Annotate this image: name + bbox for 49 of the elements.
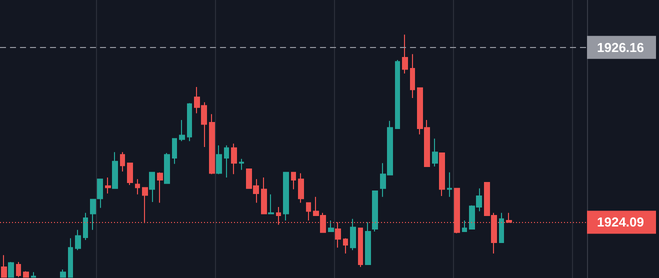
candlestick bbox=[350, 218, 356, 251]
candlestick bbox=[239, 158, 244, 170]
candlestick bbox=[261, 176, 267, 214]
candlestick bbox=[395, 59, 400, 129]
candlestick bbox=[83, 212, 88, 240]
candlestick bbox=[8, 261, 14, 278]
candlestick bbox=[127, 162, 133, 186]
candlestick bbox=[499, 212, 504, 244]
candlestick bbox=[16, 261, 21, 278]
candlestick bbox=[343, 238, 348, 254]
candlestick bbox=[31, 272, 36, 278]
candlestick bbox=[439, 152, 445, 197]
candlestick bbox=[447, 172, 452, 198]
candlestick bbox=[358, 228, 363, 268]
candlestick bbox=[135, 178, 140, 195]
candlestick bbox=[283, 172, 289, 222]
candlestick bbox=[75, 229, 81, 251]
y-tick-label: 1926.16 bbox=[597, 40, 644, 55]
candlestick bbox=[209, 114, 215, 175]
candlestick bbox=[120, 152, 125, 172]
candlestick bbox=[164, 152, 170, 184]
candlestick bbox=[157, 172, 163, 204]
candlestick bbox=[97, 178, 103, 208]
candlestick bbox=[216, 144, 222, 175]
candlestick bbox=[298, 172, 304, 204]
candlestick bbox=[1, 254, 7, 278]
y-tick-label: 1924.09 bbox=[597, 214, 644, 230]
candlestick bbox=[149, 172, 155, 202]
candlestick bbox=[268, 194, 274, 214]
candlestick bbox=[432, 138, 438, 167]
candlestick bbox=[372, 190, 378, 232]
candlestick bbox=[68, 238, 73, 278]
candlestick bbox=[306, 202, 311, 222]
candlestick bbox=[23, 270, 29, 278]
candlestick bbox=[328, 220, 334, 232]
candlestick bbox=[410, 54, 415, 99]
candlestick bbox=[112, 152, 118, 189]
candlestick bbox=[231, 143, 237, 175]
candlestick bbox=[179, 119, 185, 142]
candlestick bbox=[224, 144, 229, 178]
candlestick bbox=[90, 198, 96, 230]
candlestick bbox=[187, 102, 192, 142]
candlestick bbox=[105, 176, 111, 194]
candlestick bbox=[60, 269, 66, 278]
candlestick bbox=[172, 138, 177, 164]
candlestick bbox=[402, 34, 408, 74]
candlestick bbox=[291, 172, 296, 190]
candlestick bbox=[365, 222, 371, 265]
candlestick bbox=[462, 220, 467, 232]
